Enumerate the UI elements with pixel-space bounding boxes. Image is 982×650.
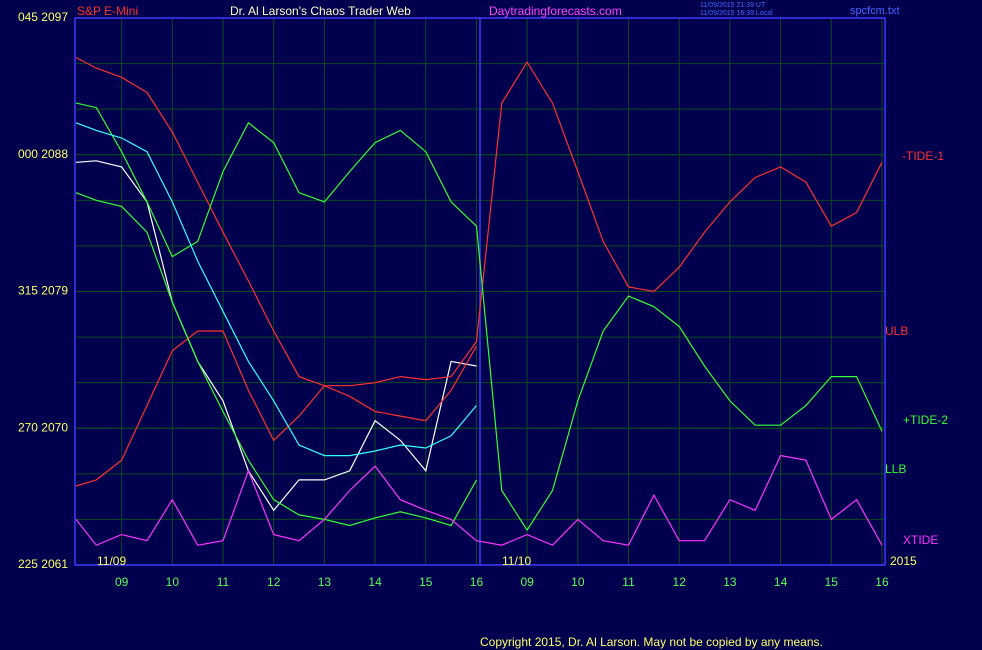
chart-subtitle: Daytradingforecasts.com <box>489 4 622 18</box>
legend-label: XTIDE <box>903 533 938 547</box>
legend-label: ULB <box>885 324 908 338</box>
legend-label: +TIDE-2 <box>903 413 948 427</box>
chart-title: Dr. Al Larson's Chaos Trader Web <box>230 4 411 18</box>
series-line <box>75 454 883 546</box>
y-tick-label: 270 2070 <box>18 420 68 434</box>
legend-label: -TIDE-1 <box>902 149 944 163</box>
series-line <box>75 160 477 512</box>
x-tick-label: 14 <box>368 575 382 589</box>
x-tick-label: 16 <box>875 575 889 589</box>
x-tick-label: 13 <box>723 575 737 589</box>
x-tick-label: 14 <box>774 575 788 589</box>
y-tick-label: 225 2061 <box>18 557 68 571</box>
series-line <box>75 102 883 532</box>
date-annotation: 11/09 <box>97 554 126 568</box>
x-tick-label: 13 <box>318 575 332 589</box>
x-tick-label: 11 <box>217 575 230 589</box>
year-annotation: 2015 <box>890 554 917 568</box>
series-line <box>75 122 477 457</box>
x-tick-label: 10 <box>571 575 585 589</box>
y-tick-label: 000 2088 <box>18 147 68 161</box>
x-tick-label: 09 <box>115 575 129 589</box>
timestamp: 11/09/2015 21:39 UT <box>700 2 766 9</box>
x-tick-label: 12 <box>673 575 687 589</box>
timestamp: 11/09/2015 16:39 Local <box>700 10 773 17</box>
x-tick-label: 15 <box>825 575 839 589</box>
y-tick-label: 045 2097 <box>18 10 68 24</box>
series-line <box>75 330 478 487</box>
series <box>75 56 883 546</box>
x-tick-label: 10 <box>166 575 180 589</box>
x-tick-label: 16 <box>470 575 484 589</box>
series-line <box>75 192 478 527</box>
y-tick-label: 315 2079 <box>18 284 68 298</box>
series-line <box>75 56 883 387</box>
legend-label: S&P E-Mini <box>77 4 138 18</box>
legend-label: LLB <box>885 462 906 476</box>
x-tick-label: 09 <box>520 575 534 589</box>
date-annotation: 11/10 <box>502 554 531 568</box>
x-tick-label: 15 <box>419 575 433 589</box>
labels: 045 2097 000 2088 315 2079 270 2070 225 2061… <box>18 4 948 589</box>
copyright: Copyright 2015, Dr. Al Larson. May not b… <box>480 635 823 649</box>
x-tick-label: 11 <box>622 575 635 589</box>
file-name: spcfcm.txt <box>850 5 900 17</box>
x-tick-label: 12 <box>267 575 281 589</box>
